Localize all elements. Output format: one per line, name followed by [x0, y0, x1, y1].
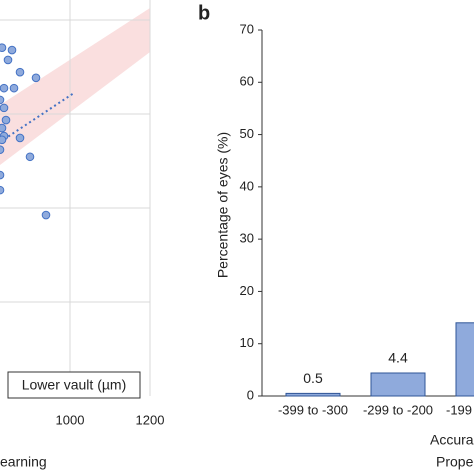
y-tick-label: 40: [240, 178, 254, 193]
point: [15, 133, 25, 143]
bar: [455, 322, 474, 397]
confidence-band: [0, 8, 150, 165]
point: [15, 67, 25, 77]
legend-label: Lower vault (µm): [22, 377, 127, 393]
x-tick-label: 1000: [56, 412, 85, 427]
y-tick-label: 70: [240, 21, 254, 36]
point: [0, 135, 7, 145]
legend-box: [7, 371, 141, 399]
y-tick-label: 10: [240, 335, 254, 350]
y-tick-label: 60: [240, 74, 254, 89]
value-label: 0.5: [303, 370, 323, 386]
point: [0, 185, 5, 195]
point: [31, 73, 41, 83]
point: [0, 83, 9, 93]
point: [0, 145, 5, 155]
point: [0, 43, 7, 53]
point: [0, 170, 5, 180]
y-tick-label: 20: [240, 283, 254, 298]
point: [0, 95, 5, 105]
point: [7, 45, 17, 55]
point: [1, 115, 11, 125]
point: [0, 103, 9, 113]
x-tick-label: -199: [446, 402, 472, 417]
x-axis-label: earning: [0, 454, 47, 470]
x-tick-label: 1200: [136, 412, 165, 427]
panel-label: b: [198, 2, 210, 24]
bar: [370, 372, 426, 397]
point: [3, 55, 13, 65]
x-tick-label: -399 to -300: [278, 402, 348, 417]
bar: [285, 392, 341, 397]
y-axis-label: Percentage of eyes (%): [215, 132, 231, 278]
y-tick-label: 0: [247, 387, 254, 402]
point: [9, 83, 19, 93]
point: [41, 210, 51, 220]
y-tick-label: 30: [240, 231, 254, 246]
point: [0, 123, 7, 133]
value-label: 4.4: [388, 350, 408, 366]
x-axis-label: Prope: [436, 454, 474, 470]
x-axis-label: Accura: [430, 432, 474, 448]
y-tick-label: 50: [240, 126, 254, 141]
point: [25, 152, 35, 162]
x-tick-label: -299 to -200: [363, 402, 433, 417]
